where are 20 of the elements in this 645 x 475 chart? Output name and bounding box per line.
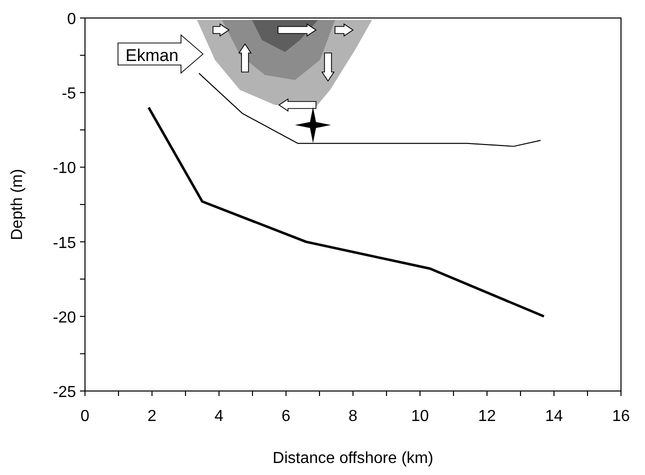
y-tick-label: -15 — [52, 234, 76, 252]
y-tick-label: -10 — [52, 160, 76, 178]
line-series — [147, 106, 546, 318]
x-axis-title: Distance offshore (km) — [272, 450, 434, 467]
y-tick-label: -20 — [52, 309, 76, 326]
x-tick-label: 14 — [545, 408, 563, 425]
y-tick-label: 0 — [67, 11, 76, 28]
x-tick-label: 6 — [282, 408, 291, 425]
y-tick-label: -25 — [52, 384, 76, 401]
x-tick-label: 4 — [214, 408, 224, 425]
y-tick-label: -5 — [62, 86, 76, 103]
x-tick-label: 16 — [612, 408, 630, 425]
y-axis-title: Depth (m) — [9, 168, 26, 240]
x-tick-label: 10 — [411, 408, 429, 425]
x-tick-label: 2 — [148, 408, 157, 425]
line-series — [198, 72, 542, 147]
annotation: Ekman — [126, 46, 178, 65]
x-tick-label: 0 — [80, 408, 90, 425]
x-tick-label: 8 — [348, 408, 358, 425]
x-tick-label: 12 — [478, 408, 496, 425]
